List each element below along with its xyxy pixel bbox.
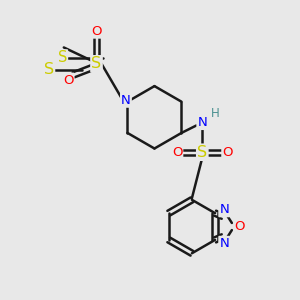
Text: S: S: [197, 145, 207, 160]
Text: O: O: [91, 25, 102, 38]
Text: O: O: [63, 74, 74, 87]
Text: N: N: [197, 116, 207, 129]
Text: O: O: [222, 146, 233, 159]
Text: N: N: [121, 94, 131, 107]
Text: N: N: [219, 237, 229, 250]
Text: O: O: [172, 146, 182, 159]
Text: H: H: [210, 107, 219, 120]
Text: S: S: [44, 62, 54, 77]
Text: O: O: [235, 220, 245, 233]
Text: S: S: [58, 50, 67, 65]
Text: N: N: [219, 203, 229, 216]
Text: S: S: [92, 56, 102, 71]
